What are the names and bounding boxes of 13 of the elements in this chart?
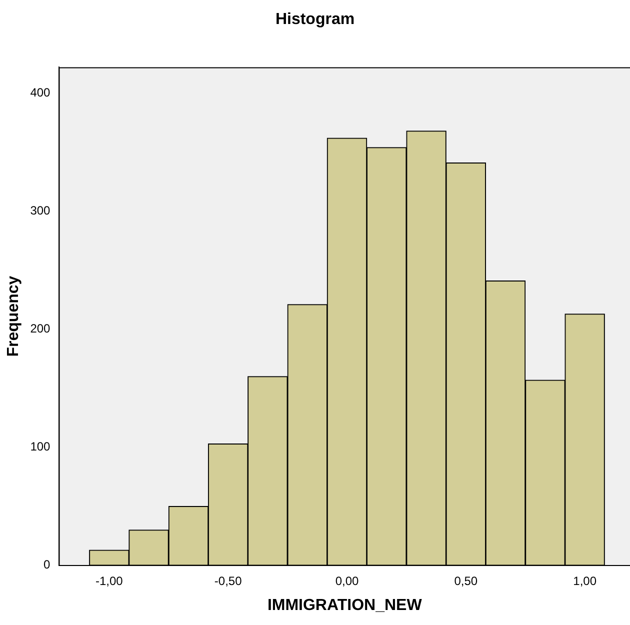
y-axis-title: Frequency — [5, 276, 22, 357]
x-tick-label: 1,00 — [573, 574, 597, 588]
y-tick-label: 400 — [30, 85, 51, 100]
y-tick-label: 100 — [30, 440, 51, 454]
x-axis-title: IMMIGRATION_NEW — [267, 596, 423, 614]
y-tick-label: 300 — [30, 204, 51, 218]
x-tick-label: 0,50 — [454, 574, 478, 588]
x-tick-label: -1,00 — [95, 574, 124, 588]
y-tick-label: 200 — [30, 322, 51, 336]
chart-title: Histogram — [275, 11, 355, 28]
x-tick-label: 0,00 — [335, 574, 359, 588]
x-tick-label: -0,50 — [214, 574, 242, 588]
y-tick-label: 0 — [44, 558, 51, 572]
